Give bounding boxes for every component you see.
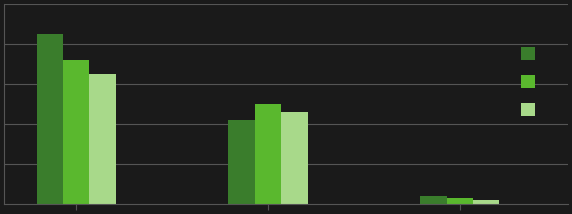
Bar (473, 200, 499, 204)
Bar (447, 198, 473, 204)
Bar (228, 120, 255, 204)
Bar (89, 74, 116, 204)
Bar (255, 104, 281, 204)
Bar (37, 34, 63, 204)
Bar (281, 112, 308, 204)
Bar (420, 196, 447, 204)
Bar (63, 60, 89, 204)
